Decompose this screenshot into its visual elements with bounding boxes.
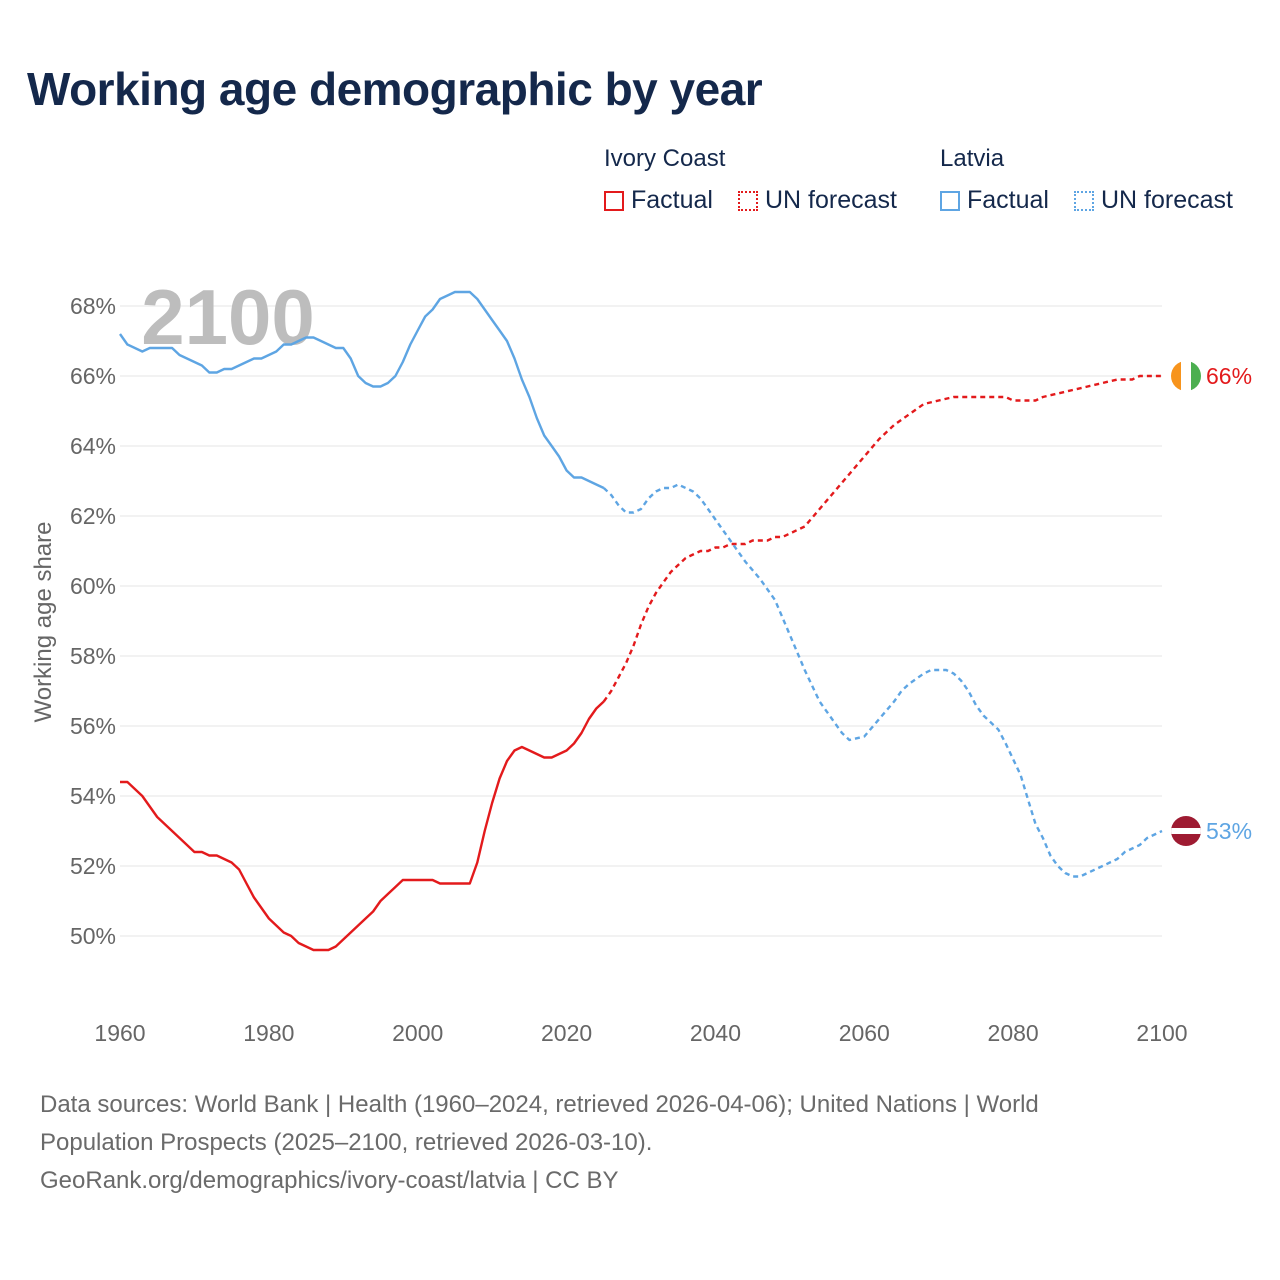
legend-ivory-coast-factual[interactable]: Factual — [604, 186, 713, 215]
y-tick-label-52: 52% — [70, 853, 116, 879]
x-tick-label-2040: 2040 — [690, 1020, 741, 1046]
x-tick-label-2080: 2080 — [988, 1020, 1039, 1046]
legend-group-latvia: Latvia — [940, 145, 1005, 172]
y-axis-title: Working age share — [30, 522, 57, 723]
y-tick-label-58: 58% — [70, 643, 116, 669]
grid-lines — [120, 305, 1162, 937]
y-axis: 50% 52% 54% 56% 58% 60% 62% 64% 66% 68% — [70, 293, 116, 949]
y-tick-label-68: 68% — [70, 293, 116, 319]
y-tick-label-50: 50% — [70, 923, 116, 949]
footer-line: Population Prospects (2025–2100, retriev… — [40, 1129, 653, 1156]
y-tick-label-56: 56% — [70, 713, 116, 739]
footer-link[interactable]: GeoRank.org/demographics/ivory-coast/lat… — [40, 1167, 619, 1194]
legend-swatch-solid-blue — [940, 190, 960, 211]
legend-label: UN forecast — [765, 186, 897, 214]
series-lines — [119, 290, 1163, 952]
legend-group-ivory-coast: Ivory Coast — [604, 145, 726, 172]
footer-line: Data sources: World Bank | Health (1960–… — [40, 1091, 1039, 1118]
series-line-ivory-coast-factual — [120, 700, 605, 952]
y-tick-label-66: 66% — [70, 363, 116, 389]
flag-stripe-orange — [1171, 361, 1181, 391]
series-line-ivory-coast-forecast — [602, 374, 1162, 703]
end-markers: 66% 53% — [1171, 361, 1252, 846]
legend-label: Factual — [967, 186, 1049, 214]
flag-stripe-white — [1171, 828, 1201, 834]
x-tick-label-1960: 1960 — [94, 1020, 145, 1046]
y-tick-label-62: 62% — [70, 503, 116, 529]
flag-stripe-white — [1181, 361, 1191, 391]
legend-swatch-solid-red — [604, 190, 624, 211]
chart-title: Working age demographic by year — [27, 63, 763, 115]
legend-swatch-dotted-blue — [1074, 190, 1094, 211]
series-line-latvia-forecast — [602, 483, 1163, 878]
legend-label: UN forecast — [1101, 186, 1233, 214]
x-tick-label-2060: 2060 — [839, 1020, 890, 1046]
year-watermark: 2100 — [141, 273, 315, 361]
x-axis: 1960 1980 2000 2020 2040 2060 2080 2100 — [94, 1020, 1187, 1046]
y-tick-label-60: 60% — [70, 573, 116, 599]
x-tick-label-2000: 2000 — [392, 1020, 443, 1046]
legend-swatch-dotted-red — [738, 190, 758, 211]
ivory-coast-flag-icon — [1171, 361, 1201, 391]
x-tick-label-2100: 2100 — [1136, 1020, 1187, 1046]
end-label-ivory-coast: 66% — [1206, 363, 1252, 389]
x-tick-label-1980: 1980 — [243, 1020, 294, 1046]
legend-latvia-forecast[interactable]: UN forecast — [1074, 186, 1233, 215]
series-line-latvia-factual — [119, 290, 605, 490]
legend-latvia-factual[interactable]: Factual — [940, 186, 1049, 215]
y-tick-label-54: 54% — [70, 783, 116, 809]
legend-label: Factual — [631, 186, 713, 214]
flag-stripe-green — [1191, 361, 1201, 391]
latvia-flag-icon — [1171, 816, 1201, 846]
legend-ivory-coast-forecast[interactable]: UN forecast — [738, 186, 897, 215]
footer-sources: Data sources: World Bank | Health (1960–… — [40, 1086, 1220, 1200]
y-tick-label-64: 64% — [70, 433, 116, 459]
x-tick-label-2020: 2020 — [541, 1020, 592, 1046]
end-label-latvia: 53% — [1206, 818, 1252, 844]
